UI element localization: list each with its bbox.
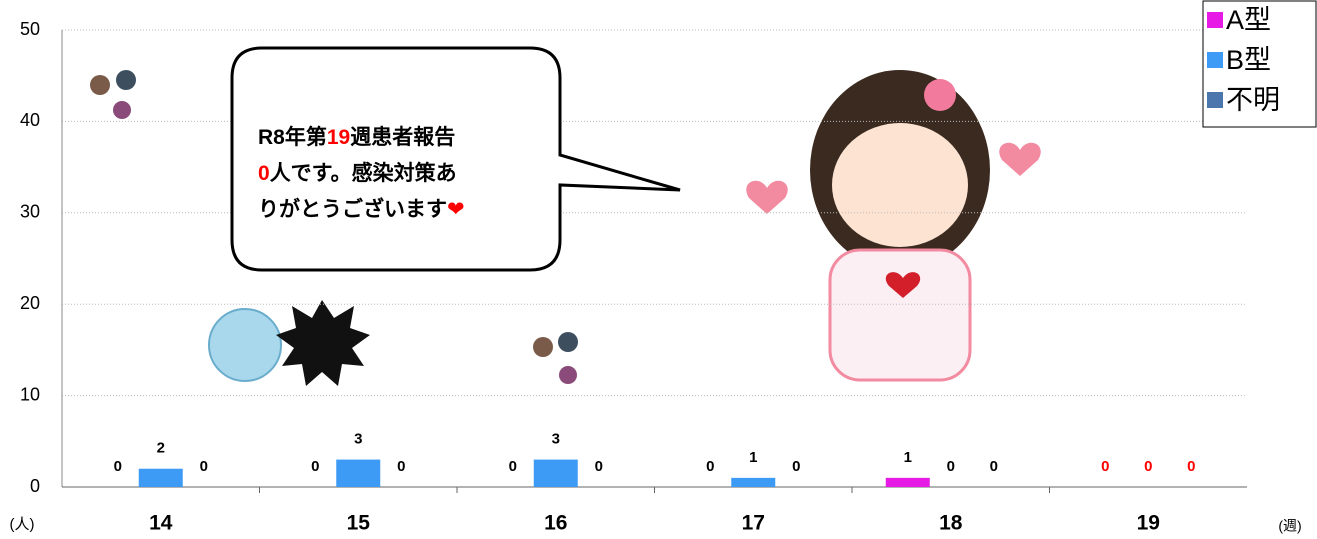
y-tick-label: 40	[20, 110, 40, 130]
value-label: 0	[792, 458, 800, 475]
x-tick-label: 18	[939, 512, 963, 535]
annotation-text: りがとうございます	[258, 197, 447, 221]
value-label: 3	[552, 431, 560, 448]
page: {"chart_data": {"type": "bar", "categori…	[0, 0, 1317, 539]
value-label: 0	[706, 458, 714, 475]
value-label: 0	[114, 458, 122, 475]
annotation-text: 0	[258, 162, 270, 185]
y-tick-label: 20	[20, 293, 40, 313]
x-tick-label: 17	[742, 512, 765, 535]
annotation-text: 19	[327, 126, 350, 149]
value-label: 0	[595, 458, 603, 475]
annotation-line: R8年第19週患者報告	[258, 125, 455, 149]
bar	[336, 460, 380, 487]
value-label: 0	[1101, 458, 1109, 475]
legend-swatch	[1207, 12, 1223, 28]
legend-label: 不明	[1226, 85, 1280, 115]
value-label: 0	[200, 458, 208, 475]
annotation-text: 人です。感染対策あ	[270, 161, 457, 185]
y-tick-label: 0	[30, 476, 40, 496]
value-label: 0	[947, 458, 955, 475]
legend-swatch	[1207, 92, 1223, 108]
legend-label: A型	[1226, 5, 1271, 35]
annotation-text: R8年第	[258, 125, 327, 149]
value-label: 0	[990, 458, 998, 475]
value-label: 1	[749, 449, 757, 466]
value-label: 0	[1144, 458, 1152, 475]
x-tick-label: 14	[149, 512, 173, 535]
value-label: 1	[904, 449, 912, 466]
bar	[139, 469, 183, 487]
x-tick-label: 19	[1137, 512, 1160, 535]
bar	[731, 478, 775, 487]
y-tick-label: 50	[20, 19, 40, 39]
legend-label: B型	[1226, 45, 1271, 75]
value-label: 3	[354, 431, 362, 448]
value-label: 0	[509, 458, 517, 475]
value-label: 0	[311, 458, 319, 475]
value-label: 0	[1187, 458, 1195, 475]
legend-swatch	[1207, 52, 1223, 68]
x-tick-label: 16	[544, 512, 567, 535]
annotation-line: 0人です。感染対策あ	[258, 161, 457, 185]
speech-bubble	[232, 48, 680, 270]
value-label: 2	[157, 440, 165, 457]
y-tick-label: 10	[20, 384, 40, 404]
value-label: 0	[397, 458, 405, 475]
bar	[534, 460, 578, 487]
annotation-line: りがとうございます❤	[258, 197, 465, 221]
x-unit: (週)	[1278, 518, 1301, 534]
y-tick-label: 30	[20, 202, 40, 222]
y-unit: (人)	[10, 516, 35, 533]
annotation-text: ❤	[447, 198, 465, 221]
annotation-text: 週患者報告	[350, 125, 455, 149]
chart: 0102030405014020150301603017010181001900…	[0, 0, 1317, 539]
bar	[886, 478, 930, 487]
x-tick-label: 15	[347, 512, 371, 535]
